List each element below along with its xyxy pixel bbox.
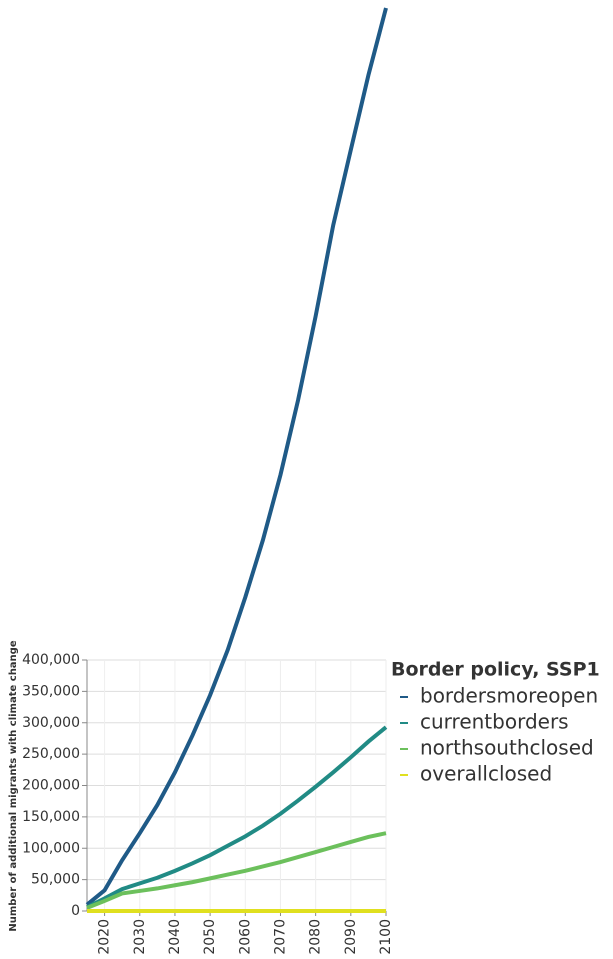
y-tick-label: 0 xyxy=(71,903,80,919)
x-tick-label: 2100 xyxy=(378,919,394,955)
legend-label: currentborders xyxy=(420,710,569,734)
x-tick-label: 2080 xyxy=(308,919,324,955)
legend-label: northsouthclosed xyxy=(420,736,594,760)
x-tick-label: 2060 xyxy=(237,919,253,955)
series-line xyxy=(86,831,387,910)
legend-label: overallclosed xyxy=(420,762,552,786)
y-tick-label: 300,000 xyxy=(22,715,80,731)
y-tick-label: 200,000 xyxy=(22,778,80,794)
x-tick-label: 2090 xyxy=(343,919,359,955)
x-tick-label: 2030 xyxy=(132,919,148,955)
x-tick-label: 2020 xyxy=(97,919,113,955)
x-tick-label: 2040 xyxy=(167,919,183,955)
y-tick-label: 400,000 xyxy=(22,652,80,668)
y-axis-title: Number of additional migrants with clima… xyxy=(8,640,19,931)
series-line xyxy=(85,7,388,907)
y-tick-label: 150,000 xyxy=(22,809,80,825)
legend-title: Border policy, SSP1 xyxy=(391,659,600,681)
y-tick-label: 350,000 xyxy=(22,683,80,699)
y-tick-label: 50,000 xyxy=(31,872,80,888)
y-tick-label: 250,000 xyxy=(22,746,80,762)
x-tick-label: 2070 xyxy=(272,919,288,955)
legend-label: bordersmoreopen xyxy=(420,684,598,708)
y-tick-label: 100,000 xyxy=(22,840,80,856)
x-tick-label: 2050 xyxy=(202,919,218,955)
series-line xyxy=(86,725,388,910)
